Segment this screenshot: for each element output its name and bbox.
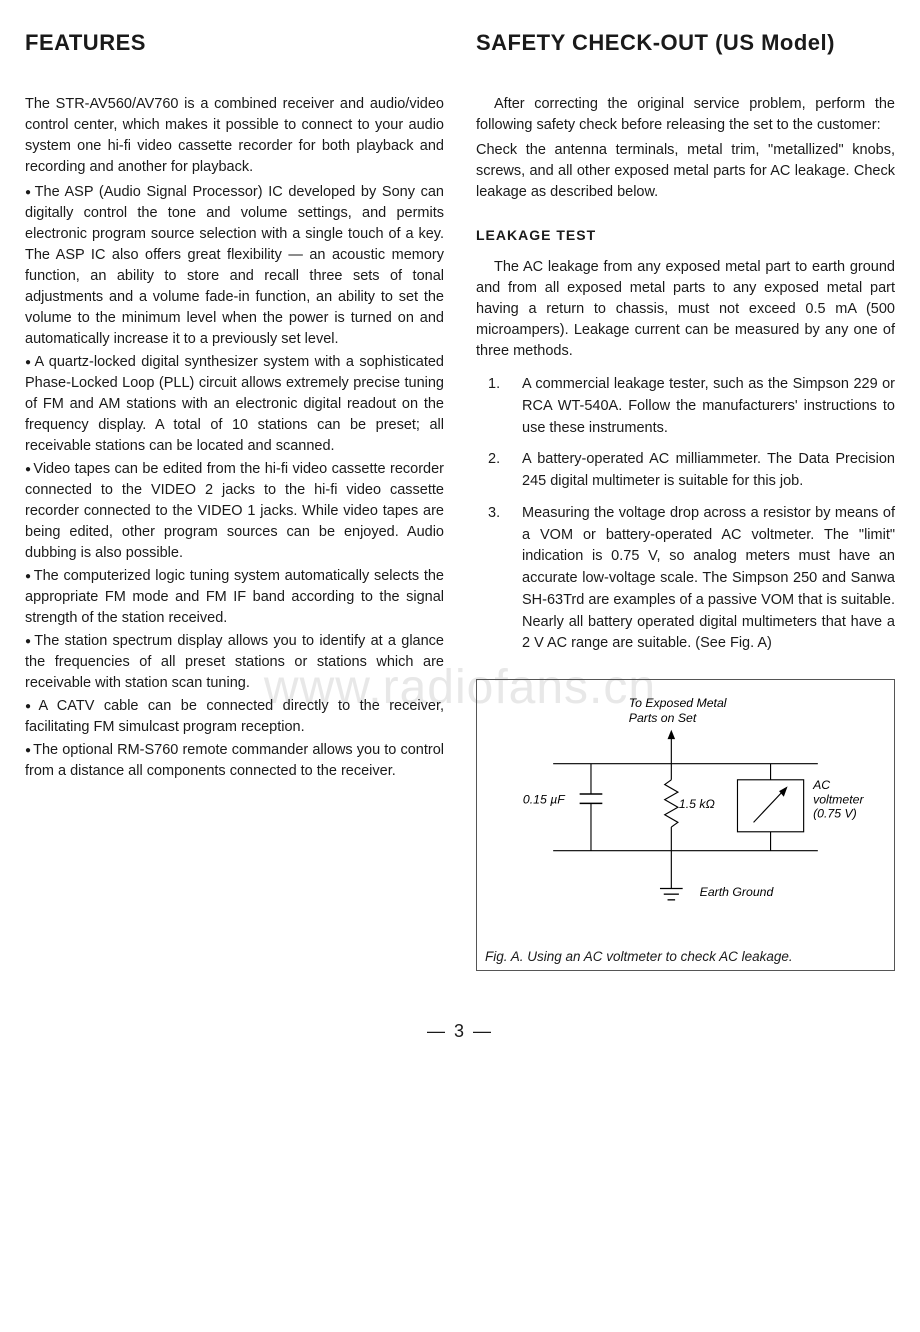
list-number: 3. [488, 503, 506, 655]
list-text: A commercial leakage tester, such as the… [522, 374, 895, 439]
arrowhead-icon [779, 787, 788, 797]
list-text: Measuring the voltage drop across a resi… [522, 503, 895, 655]
list-number: 1. [488, 374, 506, 439]
leakage-methods-list: 1. A commercial leakage tester, such as … [476, 374, 895, 655]
features-bullet-list: The ASP (Audio Signal Processor) IC deve… [25, 182, 444, 782]
feature-bullet: Video tapes can be edited from the hi-fi… [25, 459, 444, 564]
leakage-test-heading: LEAKAGE TEST [476, 227, 895, 243]
safety-heading: SAFETY CHECK-OUT (US Model) [476, 30, 895, 56]
feature-bullet: The optional RM-S760 remote commander al… [25, 740, 444, 782]
feature-bullet: The station spectrum display allows you … [25, 631, 444, 694]
intro-paragraph: The STR-AV560/AV760 is a combined receiv… [25, 94, 444, 178]
safety-paragraph-1: After correcting the original service pr… [476, 94, 895, 136]
voltmeter-box-icon [737, 780, 803, 832]
page-columns: FEATURES The STR-AV560/AV760 is a combin… [25, 30, 895, 971]
feature-bullet: The computerized logic tuning system aut… [25, 566, 444, 629]
list-item: 3. Measuring the voltage drop across a r… [476, 503, 895, 655]
circuit-svg: To Exposed Metal Parts on Set 0.15 µF [487, 690, 884, 936]
label-exposed-metal-2: Parts on Set [629, 711, 697, 725]
label-exposed-metal: To Exposed Metal [629, 696, 727, 710]
right-column: SAFETY CHECK-OUT (US Model) After correc… [476, 30, 895, 971]
figure-a: To Exposed Metal Parts on Set 0.15 µF [476, 679, 895, 971]
page-number: — 3 — [25, 1021, 895, 1042]
list-number: 2. [488, 449, 506, 493]
feature-bullet: The ASP (Audio Signal Processor) IC deve… [25, 182, 444, 350]
circuit-diagram: To Exposed Metal Parts on Set 0.15 µF [477, 680, 894, 945]
feature-bullet: A quartz-locked digital synthesizer syst… [25, 352, 444, 457]
list-text: A battery-operated AC milliammeter. The … [522, 449, 895, 493]
label-resistor: 1.5 kΩ [679, 797, 715, 811]
label-voltmeter-3: (0.75 V) [813, 807, 857, 821]
features-heading: FEATURES [25, 30, 444, 56]
label-capacitor: 0.15 µF [523, 793, 566, 807]
list-item: 2. A battery-operated AC milliammeter. T… [476, 449, 895, 493]
leakage-paragraph: The AC leakage from any exposed metal pa… [476, 257, 895, 362]
figure-caption: Fig. A. Using an AC voltmeter to check A… [477, 945, 894, 970]
label-ground: Earth Ground [700, 885, 775, 899]
safety-paragraph-2: Check the antenna terminals, metal trim,… [476, 140, 895, 203]
voltmeter-needle-icon [754, 789, 785, 822]
left-column: FEATURES The STR-AV560/AV760 is a combin… [25, 30, 444, 971]
resistor-icon [665, 780, 678, 827]
list-item: 1. A commercial leakage tester, such as … [476, 374, 895, 439]
label-voltmeter-1: AC [812, 778, 830, 792]
arrowhead-icon [668, 730, 676, 739]
feature-bullet: A CATV cable can be connected directly t… [25, 696, 444, 738]
label-voltmeter-2: voltmeter [813, 793, 864, 807]
